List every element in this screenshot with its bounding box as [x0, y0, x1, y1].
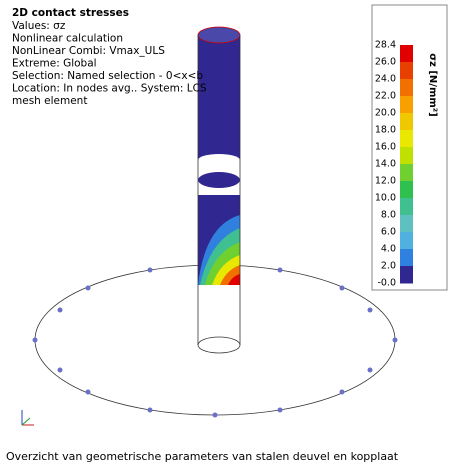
info-line: Selection: Named selection - 0<x<b: [12, 70, 203, 82]
legend-label: -0.0: [377, 278, 396, 289]
legend-swatch: [400, 266, 413, 284]
legend-swatch: [400, 45, 413, 63]
info-line: Extreme: Global: [12, 58, 97, 70]
legend-label: 14.0: [375, 159, 396, 170]
legend-label: 28.4: [375, 40, 396, 51]
cylinder-bottom: [197, 336, 241, 354]
legend-label: 2.0: [381, 261, 396, 272]
legend-label: 24.0: [375, 74, 396, 85]
legend-unit: σz [N/mm²]: [427, 53, 438, 116]
info-line: Location: In nodes avg.. System: LCS: [12, 83, 207, 95]
legend-swatch: [400, 96, 413, 114]
legend-label: 26.0: [375, 57, 396, 68]
legend-label: 18.0: [375, 125, 396, 136]
legend-label: 12.0: [375, 176, 396, 187]
legend-label: 8.0: [381, 210, 396, 221]
info-line: Nonlinear calculation: [12, 33, 123, 45]
legend: 28.4 26.0 24.0 22.0 20.0 18.0 16.0 14.0 12.0 10.0…: [375, 40, 413, 289]
legend-swatch: [400, 249, 413, 267]
legend-label: 16.0: [375, 142, 396, 153]
ring-supports: [32, 262, 398, 418]
legend-swatch: [400, 232, 413, 250]
legend-label: 6.0: [381, 227, 396, 238]
cylinder-top: [197, 26, 241, 44]
axis-icon: [21, 410, 34, 426]
stress-contour: [228, 274, 240, 285]
legend-swatch: [400, 198, 413, 216]
legend-swatch: [400, 181, 413, 199]
legend-swatch: [400, 113, 413, 131]
info-line: NonLinear Combi: Vmax_ULS: [12, 45, 165, 57]
legend-swatch: [400, 130, 413, 148]
legend-label: 20.0: [375, 108, 396, 119]
legend-label: 10.0: [375, 193, 396, 204]
legend-label: 22.0: [375, 91, 396, 102]
legend-label: 4.0: [381, 244, 396, 255]
legend-swatch: [400, 215, 413, 233]
legend-swatch: [400, 79, 413, 97]
hole-edge: [198, 172, 240, 188]
info-line: mesh element: [12, 95, 87, 107]
caption: Overzicht van geometrische parameters va…: [6, 450, 399, 463]
legend-swatch: [400, 62, 413, 80]
stress-field: [198, 35, 240, 160]
info-title: 2D contact stresses: [12, 7, 129, 19]
legend-swatch: [400, 164, 413, 182]
legend-swatch: [400, 147, 413, 165]
info-line: Values: σz: [12, 20, 66, 32]
